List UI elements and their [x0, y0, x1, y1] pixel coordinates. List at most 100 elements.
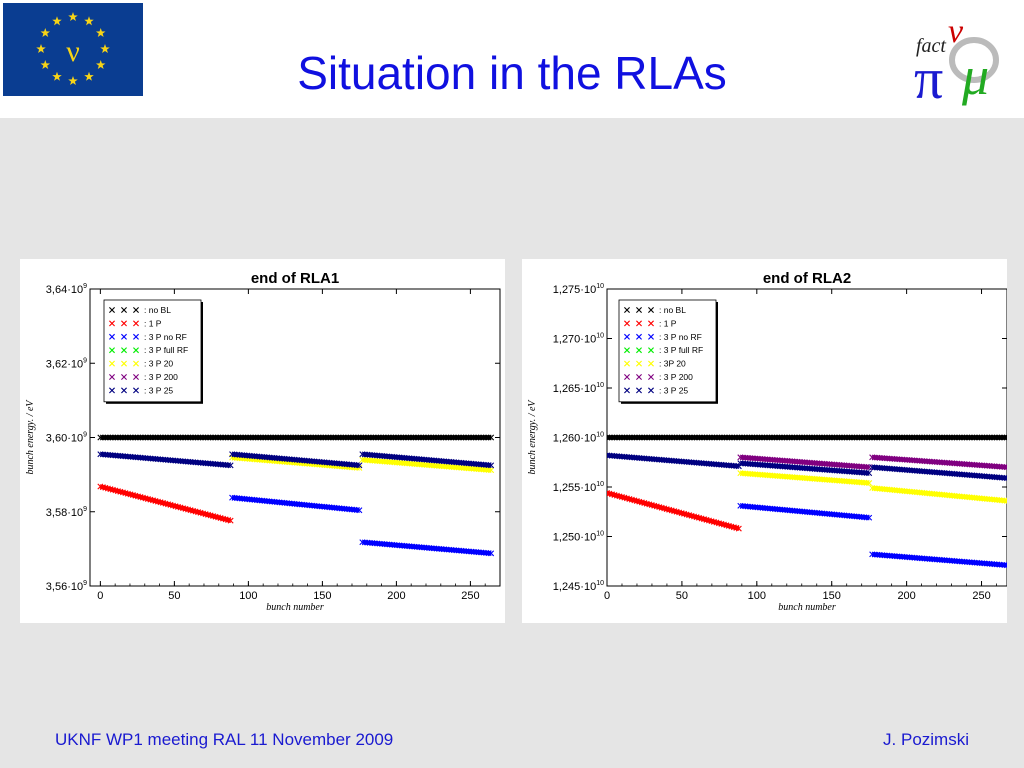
legend-item: : 3 P 25	[624, 385, 688, 395]
x-tick-label: 150	[823, 590, 841, 602]
data-series	[607, 489, 742, 532]
y-tick-label: 3,62·109	[46, 357, 87, 370]
logo-fact: fact	[916, 35, 946, 57]
x-tick-label: 250	[972, 590, 990, 602]
y-tick-label: 1,270·1010	[553, 333, 604, 346]
y-tick-label: 1,245·1010	[553, 580, 604, 593]
eu-stars-icon	[36, 12, 110, 86]
series-segment	[607, 452, 742, 470]
series-segment	[359, 451, 495, 469]
series-segment	[607, 434, 1007, 441]
legend-item: : no BL	[109, 305, 171, 315]
legend-label: : 3 P no RF	[659, 332, 702, 342]
legend-label: : 3 P 200	[659, 372, 693, 382]
data-series	[737, 502, 1007, 569]
slide-footer: UKNF WP1 meeting RAL 11 November 2009 J.…	[0, 718, 1024, 768]
chart-rla2: end of RLA2 0 50 100 150 200 250 1,275·1010 1,27…	[527, 270, 1007, 613]
footer-meeting-text: UKNF WP1 meeting RAL 11 November 2009	[55, 730, 394, 749]
eu-star-icon	[68, 76, 78, 86]
legend-item: : 3P 20	[624, 359, 686, 369]
x-tick-label: 250	[461, 590, 479, 602]
chart-title: end of RLA1	[251, 270, 339, 287]
eu-star-icon	[84, 16, 94, 26]
legend-item: : 3 P 25	[109, 385, 173, 395]
x-tick-label: 50	[168, 590, 180, 602]
legend-item: : 3 P 200	[109, 372, 178, 382]
x-axis-label: bunch number	[266, 602, 324, 613]
y-tick-label: 1,260·1010	[553, 432, 604, 445]
legend-item: : 3 P 20	[109, 359, 173, 369]
legend-label: : 3 P full RF	[659, 345, 703, 355]
series-segment	[869, 485, 1007, 504]
data-series	[607, 452, 1007, 482]
series-segment	[737, 502, 873, 521]
eu-star-icon	[68, 12, 78, 22]
legend-label: : 3 P no RF	[144, 332, 187, 342]
x-tick-label: 150	[313, 590, 331, 602]
x-tick-label: 0	[97, 590, 103, 602]
data-series	[97, 451, 495, 469]
legend-item: : 3 P full RF	[109, 345, 188, 355]
x-tick-label: 200	[897, 590, 915, 602]
chart-title: end of RLA2	[763, 270, 851, 287]
data-series	[737, 470, 1007, 504]
eu-star-icon	[36, 44, 46, 54]
legend-box	[618, 299, 717, 403]
series-band	[231, 455, 360, 471]
y-tick-label: 1,255·1010	[553, 481, 604, 494]
legend-label: : 1 P	[144, 318, 162, 328]
series-segment	[869, 454, 1007, 471]
x-tick-label: 50	[676, 590, 688, 602]
eu-flag-logo: ν	[3, 3, 143, 96]
x-axis-label: bunch number	[778, 602, 836, 613]
series-segment	[229, 451, 363, 469]
y-axis-label: bunch energy. / eV	[25, 399, 36, 475]
logo-ring-icon	[949, 37, 999, 83]
series-segment	[607, 489, 742, 532]
series-band	[231, 495, 360, 513]
logo-mu: μ	[961, 46, 989, 106]
legend-label: : 3 P full RF	[144, 345, 188, 355]
eu-star-icon	[95, 60, 106, 70]
legend-label: : 3 P 200	[144, 372, 178, 382]
series-segment	[229, 494, 363, 514]
legend-item: : 3 P 200	[624, 372, 693, 382]
legend-item: : 3 P no RF	[624, 332, 702, 342]
y-tick-label: 1,250·1010	[553, 531, 604, 544]
data-series	[737, 454, 1007, 471]
chart-rla1: end of RLA1 0 50 100 150 200 250 3,64·109 3,62·1…	[25, 270, 501, 613]
series-segment	[97, 434, 495, 441]
chart-legend: : no BL : 1 P : 3 P no RF : 3 P full RF : 3 …	[103, 299, 203, 404]
legend-label: : 3 P 25	[659, 385, 688, 395]
series-segment	[359, 539, 495, 557]
series-segment	[737, 454, 873, 471]
x-tick-label: 0	[604, 590, 610, 602]
x-tick-label: 200	[387, 590, 405, 602]
series-segment	[97, 451, 234, 469]
legend-label: : no BL	[659, 305, 686, 315]
y-tick-label: 3,64·109	[46, 283, 87, 296]
legend-label: : no BL	[144, 305, 171, 315]
y-tick-label: 3,60·109	[46, 432, 87, 445]
legend-label: : 3 P 20	[144, 359, 173, 369]
footer-author: J. Pozimski	[883, 730, 969, 749]
x-tick-label: 100	[748, 590, 766, 602]
legend-item: : no BL	[624, 305, 686, 315]
y-axis-label: bunch energy. / eV	[527, 399, 538, 475]
data-series	[229, 494, 495, 557]
legend-label: : 1 P	[659, 318, 677, 328]
eu-star-icon	[52, 16, 62, 26]
legend-item: : 1 P	[624, 318, 677, 328]
series-segment	[97, 483, 234, 524]
chart-rla1-panel: end of RLA1 0 50 100 150 200 250 3,64·109 3,62·1…	[20, 259, 505, 623]
eu-star-icon	[84, 71, 94, 81]
legend-item: : 3 P full RF	[624, 345, 703, 355]
series-segment	[869, 551, 1007, 569]
data-series	[97, 434, 495, 441]
legend-item: : 1 P	[109, 318, 162, 328]
x-tick-label: 100	[239, 590, 257, 602]
chart-legend: : no BL : 1 P : 3 P no RF : 3 P full RF : 3P…	[618, 299, 718, 404]
legend-label: : 3P 20	[659, 359, 686, 369]
eu-nu-symbol: ν	[66, 35, 80, 68]
y-tick-label: 1,275·1010	[553, 283, 604, 296]
